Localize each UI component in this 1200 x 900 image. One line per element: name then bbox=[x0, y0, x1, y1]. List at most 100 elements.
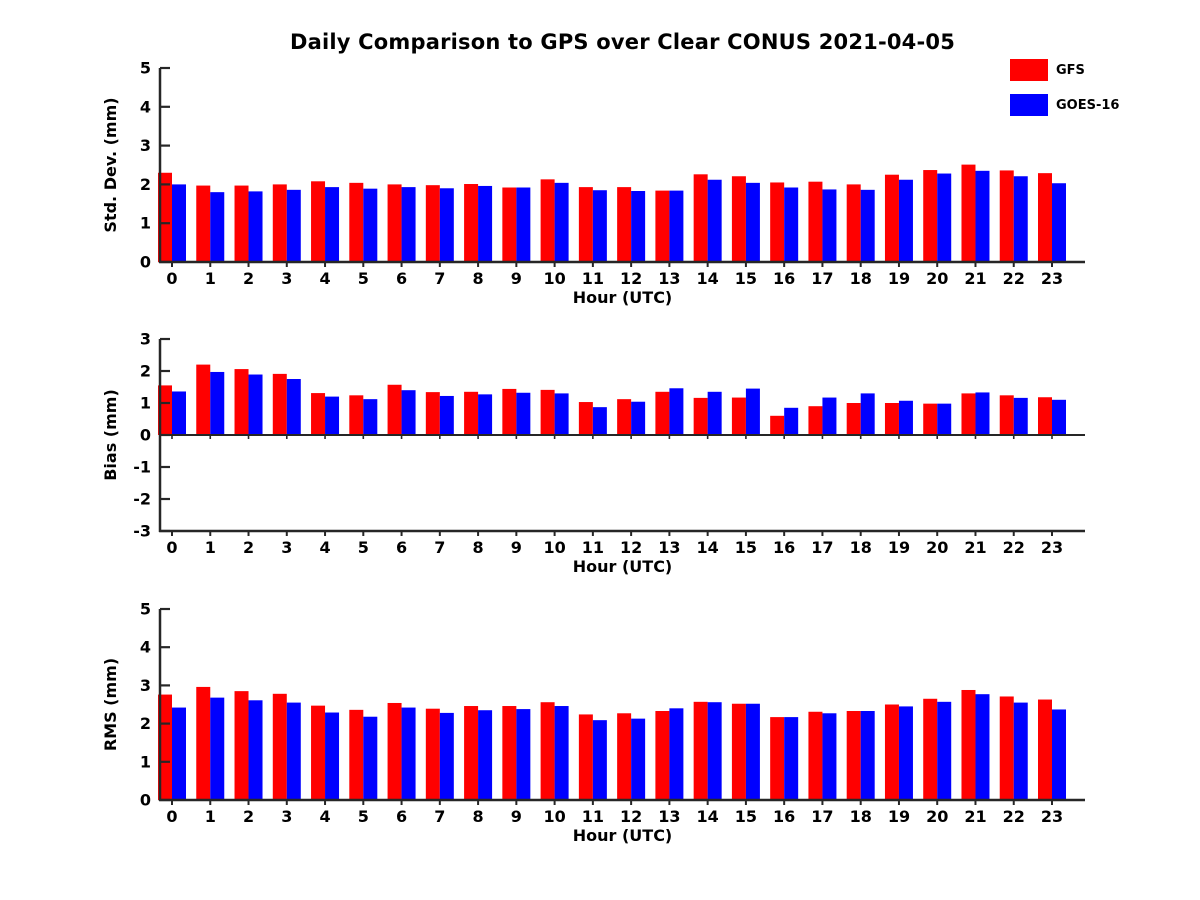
x-tick-label: 12 bbox=[620, 538, 642, 557]
x-tick-label: 6 bbox=[396, 538, 407, 557]
x-tick-label: 0 bbox=[166, 538, 177, 557]
bar-goes16-hour-10 bbox=[554, 393, 569, 435]
x-tick-label: 19 bbox=[888, 807, 910, 826]
bar-gfs-hour-1 bbox=[196, 686, 211, 800]
x-tick-label: 3 bbox=[281, 538, 292, 557]
bar-goes16-hour-7 bbox=[439, 395, 454, 435]
bar-gfs-hour-14 bbox=[693, 397, 708, 435]
bar-goes16-hour-0 bbox=[172, 184, 186, 262]
bar-goes16-hour-8 bbox=[478, 710, 493, 800]
x-tick-label: 14 bbox=[697, 269, 719, 288]
bar-goes16-hour-0 bbox=[172, 391, 186, 435]
y-tick-label: 0 bbox=[140, 426, 151, 445]
bar-gfs-hour-15 bbox=[731, 397, 746, 435]
x-tick-label: 2 bbox=[243, 269, 254, 288]
bar-goes16-hour-9 bbox=[516, 187, 531, 262]
bar-gfs-hour-16 bbox=[770, 717, 785, 800]
bar-gfs-hour-8 bbox=[464, 391, 479, 435]
y-tick-label: 5 bbox=[140, 600, 151, 619]
bar-gfs-hour-23 bbox=[1038, 699, 1052, 800]
bar-gfs-hour-23 bbox=[1038, 173, 1052, 262]
bar-gfs-hour-2 bbox=[234, 185, 249, 262]
x-tick-label: 11 bbox=[582, 538, 604, 557]
bar-goes16-hour-9 bbox=[516, 392, 531, 435]
x-tick-label: 5 bbox=[358, 269, 369, 288]
bar-gfs-hour-15 bbox=[731, 176, 746, 262]
bar-gfs-hour-6 bbox=[387, 184, 402, 262]
bar-goes16-hour-5 bbox=[363, 716, 378, 800]
x-axis-title: Hour (UTC) bbox=[573, 557, 673, 576]
bar-gfs-hour-15 bbox=[731, 703, 746, 800]
bar-gfs-hour-13 bbox=[655, 710, 670, 800]
x-tick-label: 8 bbox=[473, 538, 484, 557]
bar-goes16-hour-18 bbox=[860, 393, 875, 435]
bar-goes16-hour-4 bbox=[325, 712, 340, 800]
x-tick-label: 9 bbox=[511, 807, 522, 826]
x-tick-label: 8 bbox=[473, 269, 484, 288]
x-tick-label: 9 bbox=[511, 538, 522, 557]
x-tick-label: 9 bbox=[511, 269, 522, 288]
bar-goes16-hour-22 bbox=[1013, 397, 1028, 435]
bar-gfs-hour-13 bbox=[655, 190, 670, 262]
bar-goes16-hour-5 bbox=[363, 188, 378, 262]
y-tick-label: 0 bbox=[140, 253, 151, 272]
bar-gfs-hour-8 bbox=[464, 184, 479, 262]
x-tick-label: 6 bbox=[396, 269, 407, 288]
x-tick-label: 4 bbox=[319, 538, 330, 557]
y-tick-label: 1 bbox=[140, 752, 151, 771]
bar-goes16-hour-2 bbox=[248, 191, 263, 262]
bar-goes16-hour-23 bbox=[1052, 183, 1066, 262]
y-tick-label: -2 bbox=[133, 490, 151, 509]
y-tick-label: 5 bbox=[140, 59, 151, 78]
bar-gfs-hour-5 bbox=[349, 709, 364, 800]
x-tick-label: 2 bbox=[243, 807, 254, 826]
bar-goes16-hour-6 bbox=[401, 187, 416, 262]
bar-goes16-hour-22 bbox=[1013, 176, 1028, 262]
y-tick-label: 3 bbox=[140, 136, 151, 155]
bar-gfs-hour-12 bbox=[617, 187, 632, 262]
x-tick-label: 10 bbox=[543, 269, 565, 288]
bar-goes16-hour-8 bbox=[478, 394, 493, 435]
bar-gfs-hour-11 bbox=[578, 187, 593, 262]
x-tick-label: 20 bbox=[926, 807, 948, 826]
legend-item-goes16: GOES-16 bbox=[1010, 94, 1119, 116]
x-tick-label: 18 bbox=[850, 269, 872, 288]
bar-gfs-hour-14 bbox=[693, 174, 708, 262]
x-tick-label: 23 bbox=[1041, 269, 1063, 288]
bar-goes16-hour-19 bbox=[898, 706, 913, 800]
x-tick-label: 5 bbox=[358, 807, 369, 826]
x-tick-label: 20 bbox=[926, 538, 948, 557]
bar-gfs-hour-12 bbox=[617, 399, 632, 435]
bar-gfs-hour-3 bbox=[272, 693, 287, 800]
x-tick-label: 6 bbox=[396, 807, 407, 826]
bar-gfs-hour-20 bbox=[923, 403, 938, 435]
bar-goes16-hour-11 bbox=[592, 190, 607, 262]
bar-gfs-hour-9 bbox=[502, 187, 517, 262]
bar-goes16-hour-1 bbox=[210, 192, 225, 262]
figure-title: Daily Comparison to GPS over Clear CONUS… bbox=[289, 30, 956, 54]
y-tick-label: 0 bbox=[140, 791, 151, 810]
bar-goes16-hour-7 bbox=[439, 188, 454, 262]
bar-gfs-hour-14 bbox=[693, 701, 708, 800]
bar-gfs-hour-9 bbox=[502, 388, 517, 435]
legend-item-gfs: GFS bbox=[1010, 59, 1119, 81]
bar-gfs-hour-16 bbox=[770, 182, 785, 262]
x-tick-label: 13 bbox=[658, 807, 680, 826]
x-tick-label: 20 bbox=[926, 269, 948, 288]
goes16-legend-label: GOES-16 bbox=[1056, 97, 1120, 113]
bar-goes16-hour-8 bbox=[478, 185, 493, 262]
x-tick-label: 7 bbox=[434, 538, 445, 557]
bar-gfs-hour-23 bbox=[1038, 397, 1052, 435]
bar-gfs-hour-21 bbox=[961, 689, 976, 800]
x-tick-label: 16 bbox=[773, 269, 795, 288]
bar-goes16-hour-12 bbox=[631, 401, 646, 435]
bar-goes16-hour-2 bbox=[248, 700, 263, 800]
x-tick-label: 17 bbox=[811, 538, 833, 557]
bar-gfs-hour-6 bbox=[387, 702, 402, 800]
bar-goes16-hour-19 bbox=[898, 400, 913, 435]
bar-gfs-hour-4 bbox=[311, 181, 326, 262]
bar-goes16-hour-3 bbox=[286, 379, 301, 435]
bar-gfs-hour-0 bbox=[158, 385, 172, 435]
x-axis-title: Hour (UTC) bbox=[573, 826, 673, 845]
